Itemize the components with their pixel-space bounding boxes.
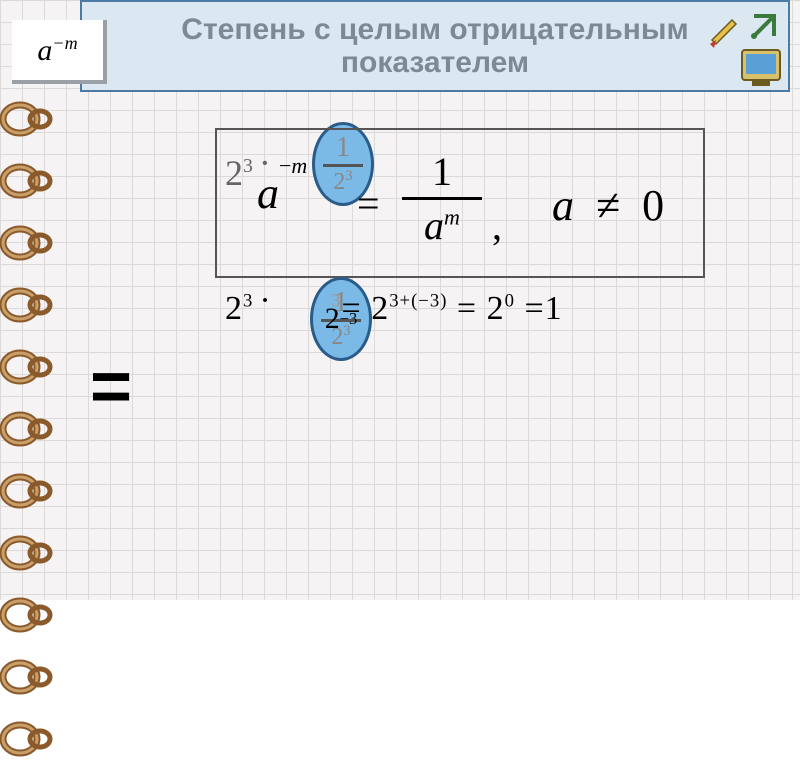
corner-exp: −m <box>52 33 77 53</box>
rule-eq: = <box>357 180 380 227</box>
spiral-ring <box>0 720 56 758</box>
spiral-ring <box>0 596 56 634</box>
spiral-ring <box>0 534 56 572</box>
title-bar: Степень с целым отрицательным показателе… <box>80 0 790 92</box>
l2-a-base: 2 <box>225 290 243 327</box>
corner-formula-box: a−m <box>12 20 107 84</box>
spiral-ring <box>0 472 56 510</box>
definition-box: a−m = 1 am , a ≠ 0 <box>215 128 705 278</box>
l2-eq1: = <box>342 290 362 327</box>
slide-title: Степень с целым отрицательным показателе… <box>172 13 698 79</box>
rule-lhs: a−m <box>257 168 307 219</box>
l2-d-exp: 0 <box>505 291 515 312</box>
l2-eq3: = <box>524 290 544 327</box>
rule-comma: , <box>492 202 502 249</box>
l2-faded-exp: 3 <box>331 291 341 312</box>
l2-d-base: 2 <box>487 290 505 327</box>
spiral-ring <box>0 348 56 386</box>
tools-icon <box>704 10 784 88</box>
l2-dot: · <box>253 282 277 319</box>
corner-formula: a−m <box>37 33 77 68</box>
spiral-ring <box>0 224 56 262</box>
l2-c-base: 2 <box>371 290 389 327</box>
l2-a-exp: 3 <box>243 291 253 312</box>
l2-eq2: = <box>457 290 477 327</box>
rule-condition: a ≠ 0 <box>552 180 664 231</box>
big-equals-sign: = <box>90 346 132 428</box>
spiral-ring <box>0 162 56 200</box>
spiral-rings <box>0 90 60 600</box>
l2-c-exp: 3+(−3) <box>389 291 447 312</box>
spiral-ring <box>0 658 56 696</box>
rule-frac-bar <box>402 197 482 200</box>
rule-frac-den: am <box>402 202 482 249</box>
l2-result: 1 <box>545 290 563 327</box>
worked-example-line: 23· 3= 23+(−3) = 20 =1 <box>225 290 519 328</box>
spiral-ring <box>0 100 56 138</box>
spiral-ring <box>0 286 56 324</box>
spiral-ring <box>0 410 56 448</box>
corner-base: a <box>37 34 52 67</box>
rule-frac-num: 1 <box>402 148 482 195</box>
rule-fraction: 1 am <box>402 148 482 249</box>
